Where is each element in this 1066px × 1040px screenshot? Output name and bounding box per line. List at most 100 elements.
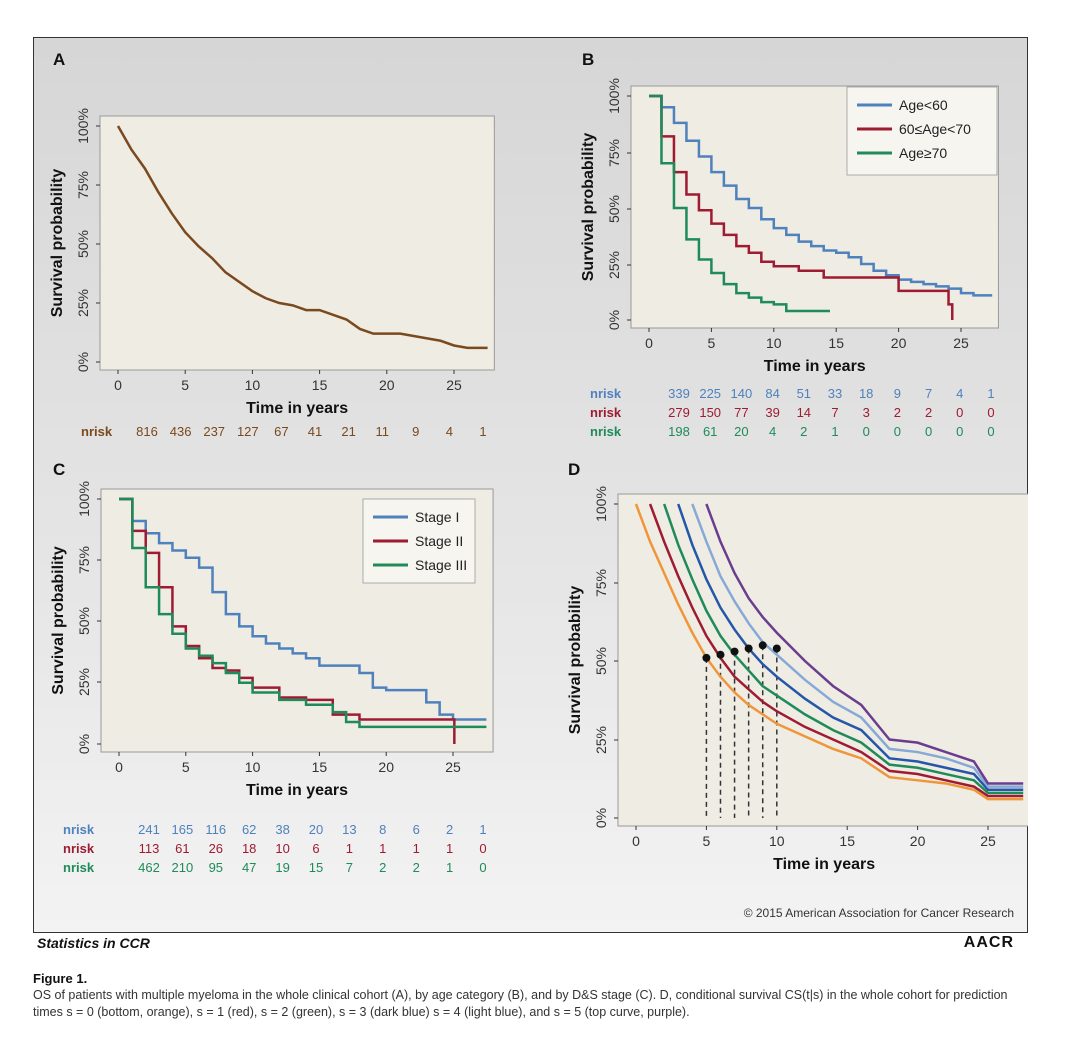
nrisk-value: 2: [894, 405, 901, 420]
nrisk-value: 2: [925, 405, 932, 420]
nrisk-value: 198: [668, 424, 690, 439]
x-tick-label: 15: [312, 377, 328, 393]
nrisk-value: 0: [987, 405, 994, 420]
series-line-Age-70: [649, 94, 830, 313]
y-tick-label: 75%: [593, 569, 609, 597]
series-line-s-4: [691, 503, 1024, 788]
nrisk-value: 18: [242, 841, 256, 856]
nrisk-value: 77: [734, 405, 748, 420]
caption-title: Figure 1.: [33, 971, 88, 986]
panel-letter: A: [53, 50, 65, 69]
nrisk-value: 225: [699, 386, 721, 401]
y-tick-label: 25%: [75, 289, 91, 317]
legend-label: Age<60: [899, 97, 948, 113]
y-axis-label: Survival probability: [50, 546, 67, 695]
y-tick-label: 25%: [76, 668, 92, 696]
nrisk-value: 39: [765, 405, 779, 420]
nrisk-value: 165: [172, 822, 194, 837]
nrisk-label: nrisk: [81, 424, 113, 439]
nrisk-label: nrisk: [63, 822, 95, 837]
nrisk-value: 4: [956, 386, 963, 401]
panel-letter: D: [568, 460, 580, 479]
x-tick-label: 20: [910, 833, 926, 849]
series-line-0: [116, 125, 488, 350]
x-tick-label: 15: [312, 759, 328, 775]
x-tick-label: 20: [891, 335, 907, 351]
nrisk-value: 2: [446, 822, 453, 837]
x-tick-label: 15: [839, 833, 855, 849]
x-tick-label: 0: [645, 335, 653, 351]
legend-label: Stage III: [415, 557, 467, 573]
nrisk-value: 0: [956, 405, 963, 420]
nrisk-value: 1: [479, 424, 486, 439]
nrisk-value: 2: [379, 860, 386, 875]
nrisk-value: 1: [413, 841, 420, 856]
nrisk-value: 1: [446, 860, 453, 875]
nrisk-value: 237: [203, 424, 225, 439]
marker-point: [772, 644, 781, 653]
y-tick-label: 100%: [75, 108, 91, 144]
nrisk-value: 0: [925, 424, 932, 439]
legend-label: Stage I: [415, 509, 459, 525]
nrisk-value: 9: [412, 424, 419, 439]
series-line-s-1: [648, 503, 1024, 798]
y-tick-label: 50%: [75, 230, 91, 258]
nrisk-value: 140: [731, 386, 753, 401]
nrisk-value: 1: [831, 424, 838, 439]
y-tick-label: 25%: [606, 251, 622, 279]
marker-point: [730, 647, 739, 656]
nrisk-value: 113: [139, 841, 160, 856]
panel-D: D 0% 25% 50% 75% 100% 0 5 10 15 20 25 Time in years S…: [567, 460, 1028, 873]
nrisk-value: 7: [831, 405, 838, 420]
x-tick-label: 0: [114, 377, 122, 393]
plot-area: [99, 115, 495, 371]
x-tick-label: 10: [245, 377, 261, 393]
nrisk-value: 15: [309, 860, 323, 875]
x-tick-label: 5: [181, 377, 189, 393]
nrisk-value: 51: [797, 386, 811, 401]
nrisk-value: 2: [413, 860, 420, 875]
nrisk-value: 2: [800, 424, 807, 439]
legend-label: Stage II: [415, 533, 463, 549]
x-tick-label: 10: [766, 335, 782, 351]
nrisk-value: 20: [734, 424, 748, 439]
y-tick-label: 0%: [75, 352, 91, 372]
nrisk-value: 21: [341, 424, 355, 439]
x-axis-label: Time in years: [773, 856, 875, 873]
nrisk-label: nrisk: [590, 405, 622, 420]
nrisk-label: nrisk: [590, 424, 622, 439]
nrisk-value: 19: [275, 860, 289, 875]
nrisk-value: 1: [379, 841, 386, 856]
copyright-text: © 2015 American Association for Cancer R…: [743, 906, 1014, 920]
series-line-s-2: [662, 503, 1024, 795]
nrisk-value: 241: [138, 822, 160, 837]
x-tick-label: 5: [708, 335, 716, 351]
marker-point: [716, 650, 725, 659]
nrisk-value: 14: [797, 405, 811, 420]
figure-footer: Statistics in CCR AACR: [33, 932, 1028, 955]
y-axis-label: Survival probability: [49, 169, 66, 318]
series-line-Stage-I: [119, 497, 487, 721]
x-tick-label: 5: [703, 833, 711, 849]
nrisk-value: 9: [894, 386, 901, 401]
plot-area: [617, 493, 1028, 827]
nrisk-value: 1: [446, 841, 453, 856]
x-tick-label: 10: [769, 833, 785, 849]
nrisk-value: 210: [172, 860, 194, 875]
nrisk-value: 33: [828, 386, 842, 401]
legend-box: [846, 86, 998, 176]
legend-label: 60≤Age<70: [899, 121, 971, 137]
series-line-Stage-III: [119, 497, 487, 729]
x-tick-label: 10: [245, 759, 261, 775]
x-tick-label: 20: [379, 377, 395, 393]
nrisk-value: 4: [446, 424, 453, 439]
nrisk-value: 61: [703, 424, 717, 439]
x-tick-label: 25: [446, 377, 462, 393]
aacr-logo: AACR: [963, 934, 1014, 951]
y-tick-label: 0%: [76, 734, 92, 754]
x-tick-label: 25: [953, 335, 969, 351]
series-line-s-0: [634, 503, 1024, 801]
